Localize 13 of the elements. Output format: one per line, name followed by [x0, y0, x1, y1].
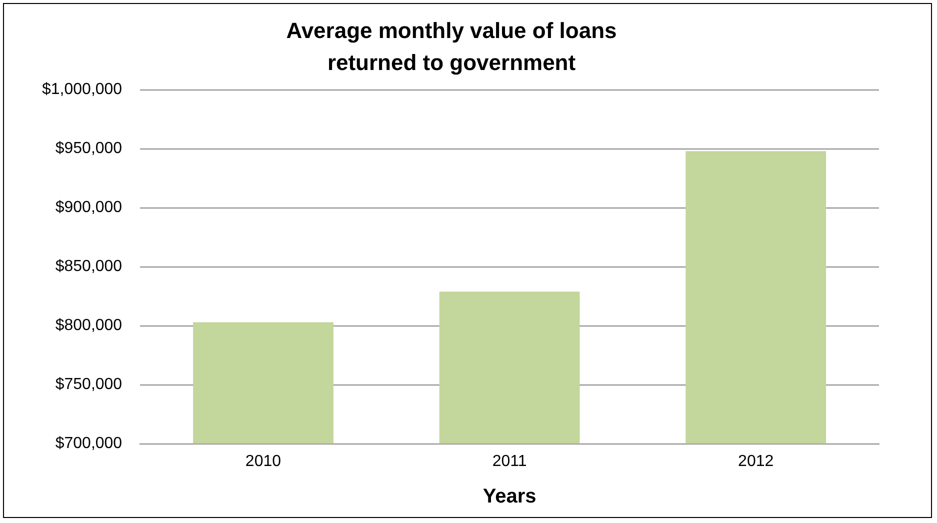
x-tick-label: 2012	[738, 452, 774, 470]
y-tick-label: $1,000,000	[42, 81, 122, 98]
y-tick-label: $700,000	[55, 435, 122, 452]
x-axis-title: Years	[482, 486, 536, 508]
text: returned to government	[327, 50, 576, 75]
x-tick-label: 2010	[245, 452, 282, 470]
y-tick-label: $950,000	[55, 140, 122, 158]
y-tick-label: $750,000	[55, 376, 122, 394]
y-tick-label: $800,000	[55, 317, 122, 334]
x-tick-label: 2011	[492, 452, 527, 470]
text: Average monthly value of loans	[286, 18, 617, 44]
y-tick-label: $850,000	[55, 258, 122, 276]
y-tick-label: $900,000	[55, 199, 122, 216]
